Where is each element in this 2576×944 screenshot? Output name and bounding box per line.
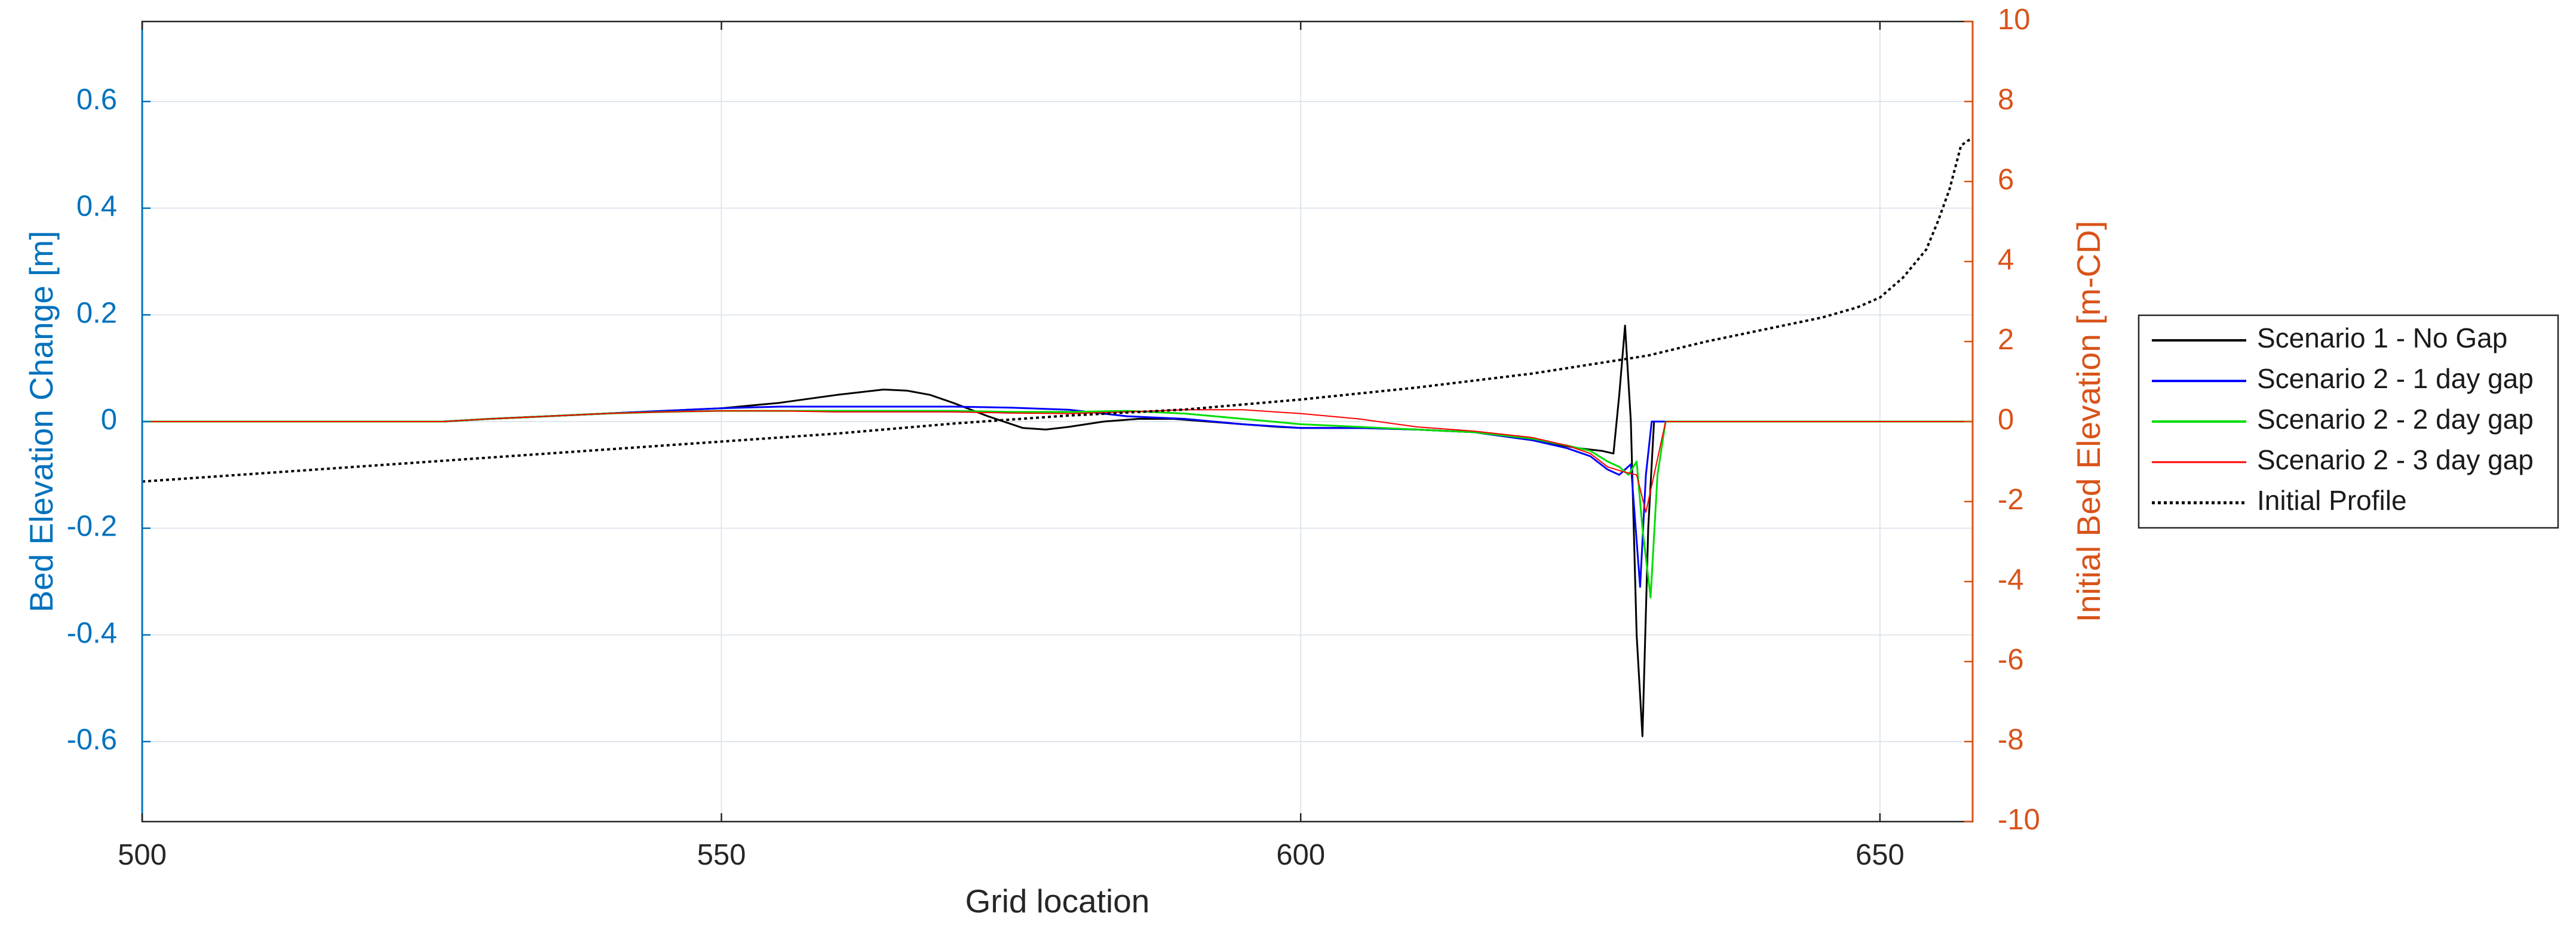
- right-tick-label: 2: [1998, 324, 2014, 356]
- series-line-5: [142, 136, 1974, 483]
- left-tick-label: -0.6: [67, 724, 117, 756]
- x-tick-label: 600: [1276, 839, 1325, 871]
- legend-label-1: Scenario 1 - No Gap: [2257, 322, 2507, 353]
- series-lines: [142, 136, 1974, 737]
- left-tick-label: 0.4: [76, 190, 117, 223]
- legend-label-2: Scenario 2 - 1 day gap: [2257, 363, 2534, 394]
- legend: Scenario 1 - No Gap Scenario 2 - 1 day ga…: [2138, 314, 2559, 529]
- right-y-axis-label: Initial Bed Elevation [m-CD]: [2070, 221, 2107, 623]
- legend-label-5: Initial Profile: [2257, 485, 2407, 516]
- axis-ticks: 500 550 600 650 0.6 0.4 0.2 0 -0.2 -0.4 -0.6 10 8 6 4 2…: [67, 4, 2040, 871]
- right-tick-label: 10: [1998, 4, 2031, 36]
- series-line-4: [142, 409, 1973, 513]
- right-tick-label: -6: [1998, 644, 2024, 676]
- legend-label-3: Scenario 2 - 2 day gap: [2257, 404, 2534, 435]
- series-line-2: [142, 405, 1973, 588]
- left-tick-label: -0.2: [67, 511, 117, 543]
- right-tick-label: -2: [1998, 484, 2024, 516]
- right-tick-label: 0: [1998, 404, 2014, 436]
- right-tick-label: 4: [1998, 244, 2014, 276]
- x-tick-label: 550: [697, 839, 746, 871]
- left-y-axis-label: Bed Elevation Change [m]: [23, 231, 60, 613]
- left-tick-label: 0: [101, 404, 117, 436]
- right-tick-label: -8: [1998, 724, 2024, 756]
- left-tick-label: 0.2: [76, 297, 117, 329]
- right-tick-label: -4: [1998, 564, 2024, 596]
- legend-label-4: Scenario 2 - 3 day gap: [2257, 444, 2534, 475]
- x-axis-label: Grid location: [965, 882, 1150, 920]
- right-tick-label: -10: [1998, 804, 2040, 836]
- left-tick-label: -0.4: [67, 617, 117, 649]
- x-tick-label: 500: [118, 839, 167, 871]
- x-tick-label: 650: [1856, 839, 1905, 871]
- right-tick-label: 8: [1998, 84, 2014, 116]
- left-tick-label: 0.6: [76, 84, 117, 116]
- right-tick-label: 6: [1998, 164, 2014, 196]
